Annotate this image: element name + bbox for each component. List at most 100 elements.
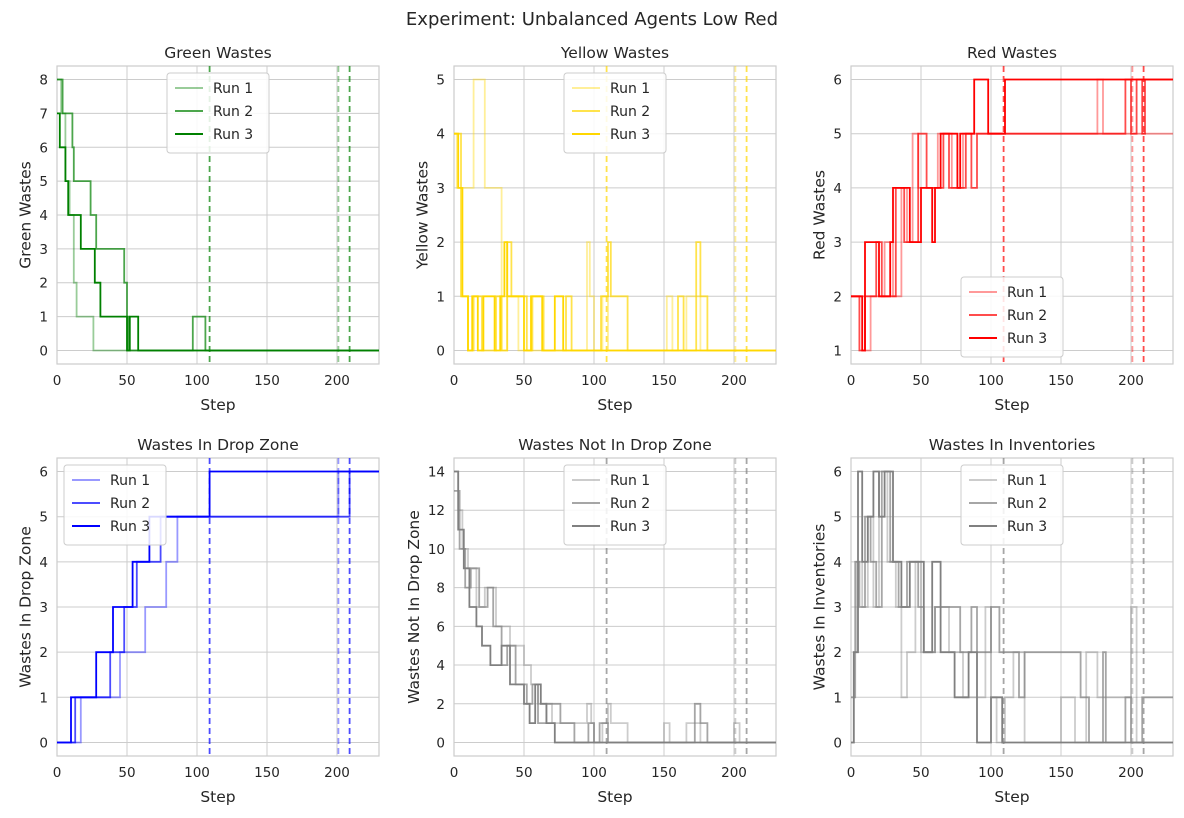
x-tick-label: 0 [53,765,62,781]
y-axis-label: Wastes In Drop Zone [17,526,35,688]
legend-label: Run 2 [610,104,650,120]
y-tick-label: 5 [833,127,842,143]
plot-area [57,458,379,756]
x-axis-label: Step [597,396,632,414]
subplot-title: Green Wastes [164,44,271,62]
subplot-title: Red Wastes [967,44,1057,62]
legend-label: Run 1 [610,81,650,97]
x-axis-label: Step [994,396,1029,414]
plot-area [57,66,379,364]
x-tick-label: 0 [450,765,459,781]
subplot-6: 0 50 100 150 200 0 1 2 3 4 5 6 Wastes In Inventories… [811,436,1174,806]
legend-label: Run 3 [610,519,650,535]
y-tick-label: 3 [436,181,445,197]
x-tick-label: 150 [1048,373,1074,389]
y-tick-label: 4 [436,658,445,674]
axes-frame [850,457,1174,757]
legend-label: Run 1 [610,473,650,489]
y-tick-label: 3 [833,235,842,251]
legend-label: Run 2 [213,104,253,120]
x-tick-label: 50 [912,765,929,781]
y-tick-label: 1 [39,690,48,706]
y-tick-label: 0 [39,343,48,359]
y-tick-label: 2 [436,235,445,251]
y-tick-label: 6 [436,619,445,635]
axes-frame [850,65,1174,365]
axes-frame [56,65,380,365]
subplot-title: Wastes Not In Drop Zone [518,436,712,454]
x-tick-label: 100 [978,373,1004,389]
series-line-run-1 [851,470,1173,744]
subplot-title: Wastes In Drop Zone [137,436,299,454]
y-tick-label: 4 [39,208,48,224]
legend-label: Run 2 [610,496,650,512]
y-tick-label: 10 [428,542,445,558]
legend: Run 1 Run 2 Run 3 [960,276,1064,358]
y-tick-label: 8 [436,581,445,597]
y-axis-label: Green Wastes [17,161,35,268]
subplot-5: 0 50 100 150 200 0 2 4 6 8 10 12 14 Wastes Not In Dro… [405,436,777,806]
x-tick-label: 200 [721,373,747,389]
y-tick-label: 6 [39,140,48,156]
y-tick-label: 2 [39,645,48,661]
y-tick-label: 0 [39,735,48,751]
figure-title: Experiment: Unbalanced Agents Low Red [406,9,778,30]
legend-label: Run 3 [610,127,650,143]
plot-area [454,66,776,364]
y-tick-label: 2 [39,276,48,292]
y-tick-label: 1 [833,690,842,706]
x-tick-label: 150 [254,765,280,781]
y-tick-label: 3 [39,600,48,616]
y-tick-label: 0 [436,343,445,359]
y-tick-label: 6 [39,465,48,481]
legend-label: Run 3 [1007,519,1047,535]
y-tick-label: 1 [39,310,48,326]
subplot-title: Yellow Wastes [560,44,669,62]
series-line-run-3 [454,132,776,352]
x-tick-label: 200 [324,765,350,781]
legend: Run 1 Run 2 Run 3 [166,72,270,154]
axes-frame [453,457,777,757]
axes-frame [56,457,380,757]
x-tick-label: 150 [1048,765,1074,781]
legend: Run 1 Run 2 Run 3 [563,72,667,154]
x-tick-label: 0 [847,765,856,781]
x-tick-label: 100 [978,765,1004,781]
legend-label: Run 1 [213,81,253,97]
legend: Run 1 Run 2 Run 3 [63,464,167,546]
series-line-run-2 [57,78,379,352]
x-tick-label: 200 [1118,373,1144,389]
y-tick-label: 14 [428,465,445,481]
y-tick-label: 0 [833,735,842,751]
x-tick-label: 100 [184,373,210,389]
plot-area [454,458,776,756]
legend: Run 1 Run 2 Run 3 [563,464,667,546]
series-line-run-3 [57,470,379,744]
subplot-1: 0 50 100 150 200 0 1 2 3 4 5 6 7 8 Green Wastes Step Gre… [17,44,380,414]
series-line-run-3 [454,470,776,744]
plot-area [851,66,1173,364]
y-tick-label: 6 [833,73,842,89]
x-tick-label: 50 [118,373,135,389]
x-tick-label: 150 [651,373,677,389]
y-tick-label: 2 [833,289,842,305]
y-tick-label: 4 [39,555,48,571]
x-axis-label: Step [597,788,632,806]
y-axis-label: Wastes In Inventories [811,524,829,691]
legend-label: Run 1 [1007,473,1047,489]
x-tick-label: 100 [581,765,607,781]
y-tick-label: 1 [436,289,445,305]
legend-label: Run 1 [110,473,150,489]
x-tick-label: 200 [324,373,350,389]
y-tick-label: 5 [39,510,48,526]
series-line-run-1 [454,78,776,352]
legend-label: Run 2 [1007,308,1047,324]
x-axis-label: Step [200,788,235,806]
legend-label: Run 3 [110,519,150,535]
axes-frame [453,65,777,365]
y-tick-label: 5 [436,73,445,89]
legend-label: Run 3 [1007,331,1047,347]
x-tick-label: 100 [184,765,210,781]
y-axis-label: Wastes Not In Drop Zone [405,510,423,704]
y-tick-label: 2 [833,645,842,661]
